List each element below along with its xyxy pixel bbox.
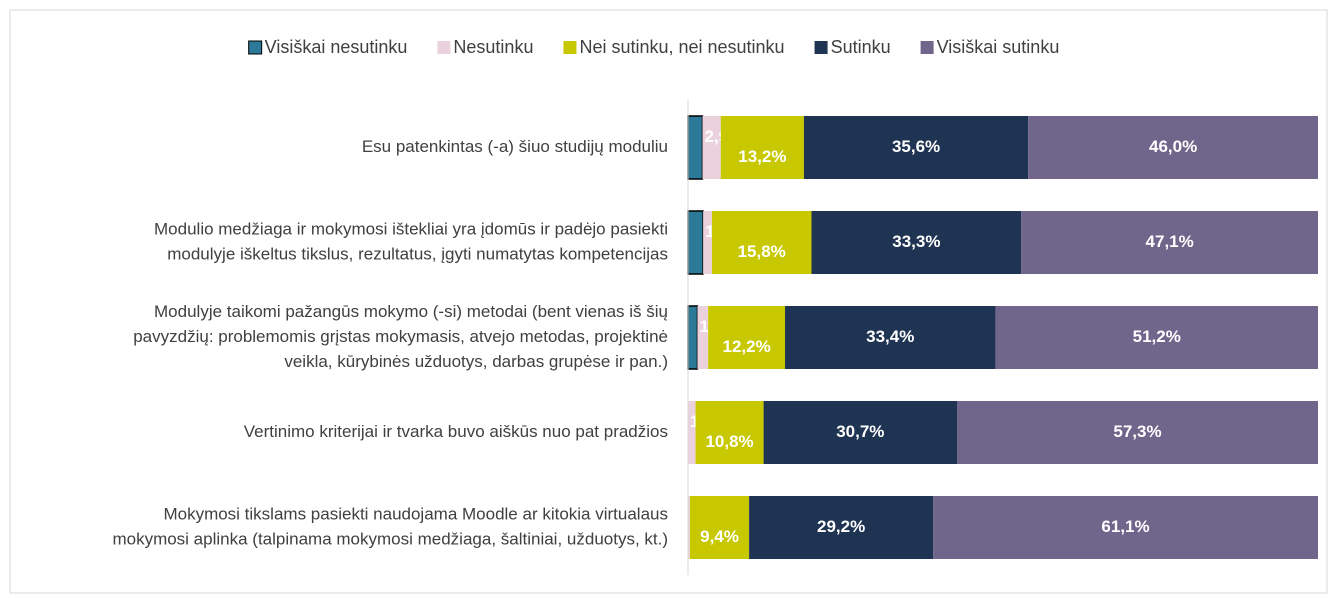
bar-segment: [803, 116, 1029, 179]
legend-swatch: [920, 41, 934, 54]
value-label: 15,8%: [738, 242, 786, 261]
bar-segment: [688, 496, 690, 559]
value-label: 29,2%: [817, 517, 865, 536]
bar-segment: [811, 211, 1022, 274]
value-label: 12,2%: [722, 337, 770, 356]
value-label: 51,2%: [1133, 327, 1181, 346]
category-label: veikla, kūrybinės užduotys, darbas grupė…: [284, 352, 668, 371]
bar-segment: [702, 116, 721, 179]
legend-swatch: [814, 41, 828, 54]
bar-segment: [785, 306, 996, 369]
bar-segment: [688, 401, 696, 464]
legend-swatch: [437, 41, 451, 54]
bar-segment: [933, 496, 1318, 559]
category-label: Modulyje taikomi pažangūs mokymo (-si) m…: [154, 302, 668, 321]
bar-segment: [763, 401, 958, 464]
category-label: Mokymosi tikslams pasiekti naudojama Moo…: [163, 504, 668, 523]
category-label: Modulio medžiaga ir mokymosi ištekliai y…: [154, 219, 668, 238]
category-label: Vertinimo kriterijai ir tvarka buvo aišk…: [244, 422, 668, 441]
category-label: modulyje iškeltus tikslus, rezultatus, į…: [167, 244, 668, 263]
bar-segment: [708, 306, 786, 369]
bar-segment: [1028, 116, 1318, 179]
legend-swatch: [248, 40, 263, 55]
category-label: Esu patenkintas (-a) šiuo studijų moduli…: [362, 137, 668, 156]
legend-label: Visiškai sutinku: [937, 37, 1060, 57]
value-label: 33,3%: [892, 232, 940, 251]
value-label: 46,0%: [1149, 137, 1197, 156]
chart-border: [9, 9, 1328, 594]
legend-label: Nesutinku: [453, 37, 533, 57]
bar-segment: [749, 496, 934, 559]
bar-segment: [687, 115, 704, 180]
value-label: 10,8%: [705, 432, 753, 451]
legend-label: Nei sutinku, nei nesutinku: [579, 37, 784, 57]
bar-segment: [1021, 211, 1318, 274]
category-label: pavyzdžių: problemomis grįstas mokymasis…: [133, 327, 668, 346]
bar-segment: [687, 305, 699, 370]
legend-swatch: [563, 41, 577, 54]
value-label: 35,6%: [892, 137, 940, 156]
bar-segment: [711, 211, 812, 274]
bar-segment: [687, 210, 704, 275]
value-label: 33,4%: [866, 327, 914, 346]
bar-segment: [695, 401, 764, 464]
bar-segment: [957, 401, 1318, 464]
value-label: 30,7%: [836, 422, 884, 441]
value-label: 61,1%: [1101, 517, 1149, 536]
category-label: mokymosi aplinka (talpinama mokymosi med…: [112, 529, 668, 548]
value-label: 47,1%: [1146, 232, 1194, 251]
value-label: 13,2%: [738, 147, 786, 166]
value-label: 9,4%: [700, 527, 739, 546]
bar-segment: [697, 306, 709, 369]
bar-segment: [689, 496, 750, 559]
bar-segment: [995, 306, 1318, 369]
legend-label: Visiškai nesutinku: [265, 37, 408, 57]
legend-label: Sutinku: [831, 37, 891, 57]
bar-segment: [720, 116, 804, 179]
value-label: 57,3%: [1113, 422, 1161, 441]
bar-segment: [703, 211, 712, 274]
